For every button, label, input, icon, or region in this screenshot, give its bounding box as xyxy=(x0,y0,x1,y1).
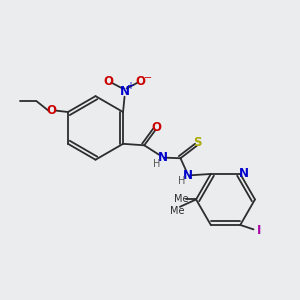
Text: O: O xyxy=(136,75,146,88)
Text: N: N xyxy=(239,167,249,181)
Text: N: N xyxy=(183,169,193,182)
Text: I: I xyxy=(257,224,262,237)
Text: O: O xyxy=(47,104,57,117)
Text: Me: Me xyxy=(170,206,184,216)
Text: H: H xyxy=(153,158,161,169)
Text: −: − xyxy=(144,73,152,82)
Text: O: O xyxy=(103,75,113,88)
Text: N: N xyxy=(158,151,167,164)
Text: S: S xyxy=(193,136,202,149)
Text: N: N xyxy=(119,85,130,98)
Text: +: + xyxy=(126,81,134,91)
Text: O: O xyxy=(151,121,161,134)
Text: Me: Me xyxy=(174,194,189,205)
Text: H: H xyxy=(178,176,185,186)
